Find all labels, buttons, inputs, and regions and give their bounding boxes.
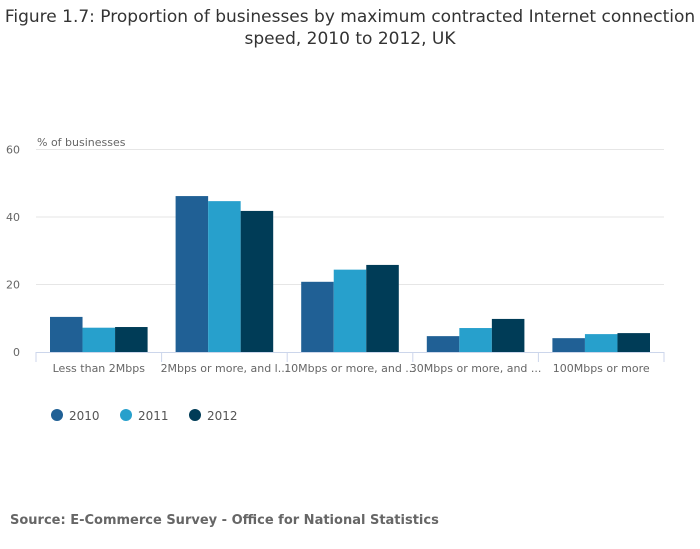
x-tick-label: 100Mbps or more: [553, 362, 650, 375]
y-tick-label: 40: [6, 211, 20, 224]
bar-2011: [333, 269, 367, 352]
x-tick-label: 10Mbps or more, and ...: [284, 362, 416, 375]
bar-2010: [301, 281, 334, 352]
y-axis-label: % of businesses: [37, 136, 126, 149]
bar-2012: [617, 333, 650, 352]
bar-2010: [552, 338, 585, 352]
bar-2011: [82, 327, 116, 352]
y-tick-label: 20: [6, 279, 20, 292]
x-tick-label: 2Mbps or more, and l...: [161, 362, 289, 375]
legend-label-2010: 2010: [69, 409, 100, 423]
legend-label-2011: 2011: [138, 409, 169, 423]
x-tick-label: Less than 2Mbps: [53, 362, 146, 375]
legend-marker-2010: [51, 409, 63, 421]
y-tick-label: 0: [13, 346, 20, 359]
bar-2010: [426, 336, 460, 352]
x-tick-label: 30Mbps or more, and ...: [410, 362, 542, 375]
legend-marker-2012: [189, 409, 201, 421]
bar-2011: [459, 328, 492, 352]
bar-2012: [115, 327, 148, 352]
chart-source: Source: E-Commerce Survey - Office for N…: [10, 513, 439, 528]
bar-2012: [240, 210, 274, 352]
bar-2010: [50, 316, 83, 352]
legend-label-2012: 2012: [207, 409, 238, 423]
bar-2011: [584, 334, 618, 352]
bar-2011: [208, 201, 241, 352]
bar-2012: [366, 264, 399, 352]
bar-2010: [175, 196, 209, 352]
legend-marker-2011: [120, 409, 132, 421]
y-tick-label: 60: [6, 144, 20, 157]
chart-title: Figure 1.7: Proportion of businesses by …: [4, 7, 696, 49]
bar-2012: [491, 318, 525, 352]
